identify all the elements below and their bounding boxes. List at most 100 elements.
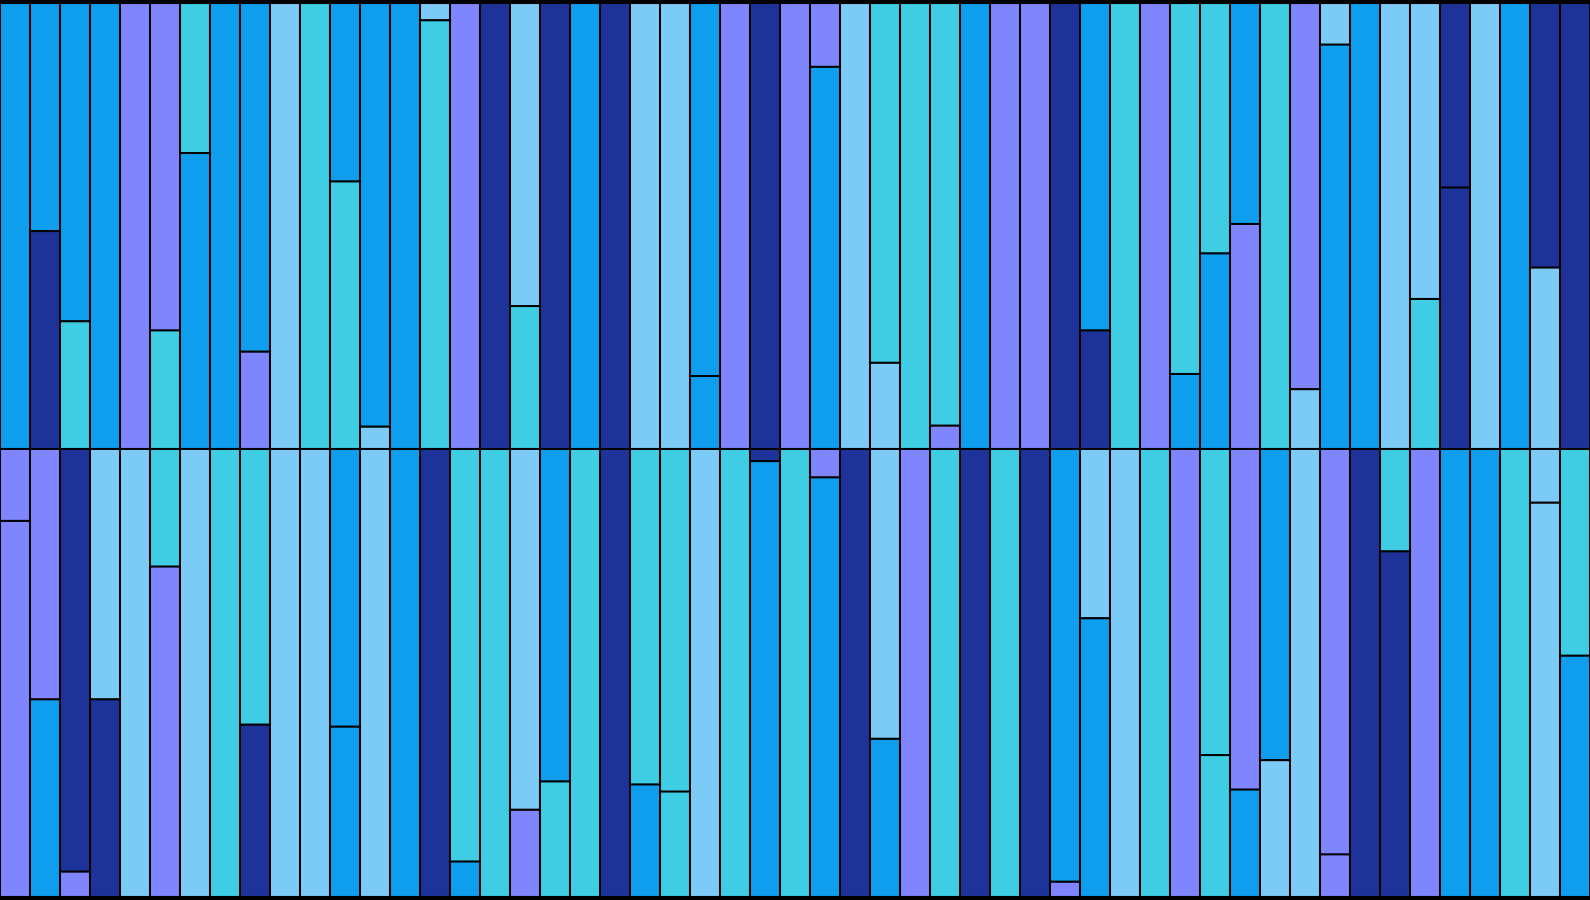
stripe-segment: [58, 870, 92, 898]
stripe-segment: [718, 2, 752, 451]
stripe-segment: [1528, 501, 1562, 898]
stripe-segment: [958, 2, 992, 451]
stripe-segment: [1498, 447, 1532, 898]
stripe-segment: [1048, 447, 1082, 883]
stripe-segment: [1408, 447, 1442, 898]
stripe-segment: [148, 329, 182, 451]
stripe-segment: [208, 447, 242, 898]
stripe-segment: [1198, 754, 1232, 898]
stripe-segment: [808, 65, 842, 451]
stripe-segment: [868, 2, 902, 364]
stripe-segment: [1258, 2, 1292, 451]
stripe-segment: [1228, 447, 1262, 791]
stripe-segment: [0, 519, 32, 898]
stripe-segment: [1288, 388, 1322, 451]
stripe-segment: [358, 447, 392, 898]
stripe-segment: [868, 737, 902, 898]
stripe-segment: [928, 424, 962, 450]
stripe-segment: [1078, 447, 1112, 620]
stripe-segment: [658, 790, 692, 898]
stripe-segment: [148, 2, 182, 332]
stripe-segment: [778, 447, 812, 898]
stripe-segment: [1408, 2, 1442, 300]
stripe-segment: [1258, 759, 1292, 898]
stripe-segment: [118, 447, 152, 898]
stripe-segment: [178, 2, 212, 155]
stripe-segment: [658, 2, 692, 451]
stripe-segment: [448, 447, 482, 863]
stripe-segment: [1528, 2, 1562, 269]
stripe-segment: [718, 447, 752, 898]
stripe-segment: [1288, 2, 1322, 391]
stripe-segment: [1318, 43, 1352, 450]
stripe-segment: [868, 447, 902, 740]
stripe-segment: [1378, 550, 1412, 898]
stripe-segment: [388, 2, 422, 451]
stripe-segment: [418, 447, 452, 898]
stripe-segment: [1558, 2, 1590, 451]
stripe-segment: [1558, 447, 1590, 657]
stripe-segment: [1438, 447, 1472, 898]
stripe-segment: [838, 2, 872, 451]
stripe-segment: [148, 447, 182, 568]
stripe-segment: [328, 725, 362, 898]
stripe-segment: [1318, 447, 1352, 856]
stripe-segment: [0, 2, 32, 451]
stripe-segment: [1138, 2, 1172, 451]
stripe-segment: [268, 447, 302, 898]
stripe-segment: [838, 447, 872, 898]
stripe-segment: [538, 780, 572, 898]
stripe-segment: [538, 447, 572, 783]
stripe-segment: [1468, 2, 1502, 451]
stripe-segment: [508, 447, 542, 811]
stripe-segment: [1228, 788, 1262, 898]
stripe-segment: [928, 2, 962, 427]
stripe-segment: [1288, 447, 1322, 898]
stripe-segment: [568, 447, 602, 898]
stripe-segment: [1168, 2, 1202, 375]
stripe-segment: [1138, 447, 1172, 898]
stripe-segment: [1558, 654, 1590, 898]
stripe-segment: [238, 723, 272, 898]
stripe-segment: [898, 2, 932, 451]
stripe-segment: [1078, 617, 1112, 898]
stripe-segment: [748, 447, 782, 463]
stripe-segment: [1468, 447, 1502, 898]
stripe-segment: [478, 447, 512, 898]
stripe-segment: [688, 447, 722, 898]
stripe-segment: [88, 447, 122, 701]
stripe-segment: [1348, 447, 1382, 898]
stripe-segment: [628, 447, 662, 786]
stripe-segment: [538, 2, 572, 451]
stripe-segment: [628, 2, 662, 451]
stripe-segment: [418, 19, 452, 450]
stripe-segment: [1528, 266, 1562, 450]
stripe-segment: [508, 2, 542, 308]
stripe-segment: [1198, 2, 1232, 255]
stripe-segment: [1438, 2, 1472, 189]
stripe-segment: [1528, 447, 1562, 504]
stripe-segment: [238, 350, 272, 451]
stripe-segment: [1378, 447, 1412, 553]
stripe-segment: [1168, 372, 1202, 450]
stripe-segment: [268, 2, 302, 451]
stripe-segment: [0, 447, 32, 522]
stripe-segment: [1048, 2, 1082, 451]
stripe-segment: [1078, 2, 1112, 332]
stripe-segment: [1408, 297, 1442, 450]
stripe-segment: [868, 361, 902, 451]
stripe-segment: [178, 447, 212, 898]
stripe-segment: [178, 152, 212, 451]
stripe-segment: [28, 230, 62, 450]
stripe-segment: [298, 447, 332, 898]
stripe-segment: [778, 2, 812, 451]
stripe-segment: [58, 320, 92, 450]
stripe-segment: [28, 447, 62, 701]
stripe-segment: [928, 447, 962, 898]
stripe-segment: [508, 808, 542, 898]
stripe-segment: [808, 447, 842, 479]
stripe-segment: [1108, 2, 1142, 451]
stripe-segment: [358, 2, 392, 428]
